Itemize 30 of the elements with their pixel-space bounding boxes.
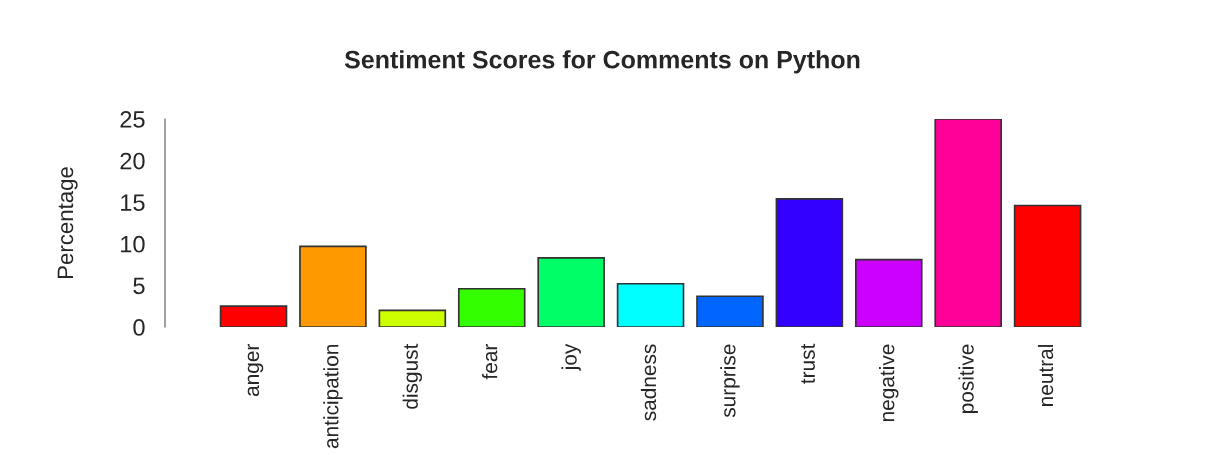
y-tick-label: 20	[120, 152, 145, 170]
bar	[537, 257, 605, 327]
bar	[457, 287, 526, 327]
y-axis-title: Percentage	[57, 167, 78, 278]
bar	[775, 198, 844, 327]
bar	[854, 258, 923, 327]
x-tick-label: surprise	[720, 344, 740, 418]
x-tick-label: negative	[879, 344, 899, 422]
x-tick-label: neutral	[1037, 345, 1054, 406]
chart-title: Sentiment Scores for Comments on Python	[344, 50, 860, 74]
x-tick-label: anticipation	[323, 345, 343, 449]
x-tick-label: joy	[561, 343, 581, 371]
bar	[696, 295, 764, 327]
y-tick-label: 5	[133, 277, 145, 295]
x-tick-label: disgust	[402, 343, 423, 409]
bar	[219, 305, 288, 327]
x-tick-label: fear	[482, 344, 498, 380]
y-tick-label: 25	[120, 111, 145, 128]
bar	[299, 245, 367, 327]
bar	[616, 282, 685, 327]
y-tick-label: 10	[121, 235, 145, 253]
bar	[1013, 204, 1082, 327]
x-tick-label: anger	[247, 344, 264, 397]
x-tick-label: trust	[801, 343, 815, 384]
bar	[378, 309, 447, 327]
y-tick-label: 0	[133, 319, 145, 336]
x-tick-label: sadness	[640, 344, 657, 421]
x-tick-label: positive	[958, 344, 978, 413]
y-tick-label: 15	[121, 194, 145, 211]
bar	[934, 119, 1002, 327]
